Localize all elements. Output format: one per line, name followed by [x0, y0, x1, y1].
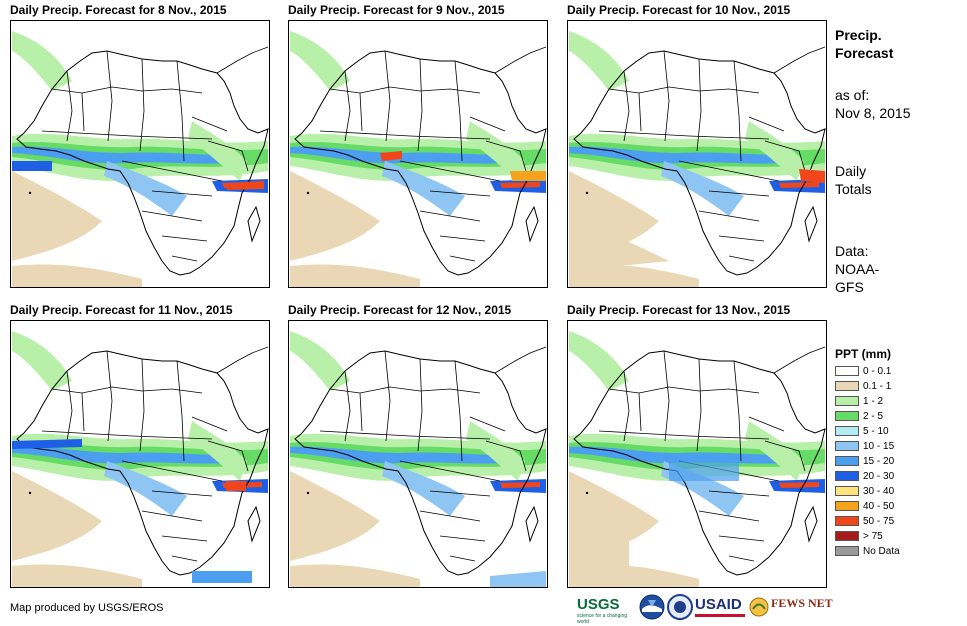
legend-label: 0 - 0.1 — [863, 366, 892, 377]
legend-label: 30 - 40 — [863, 486, 895, 497]
legend-swatch — [835, 531, 859, 541]
legend-label: No Data — [863, 546, 900, 557]
as-of-date: as of: Nov 8, 2015 — [835, 86, 911, 122]
usgs-logo: USGS science for a changing world — [577, 594, 637, 625]
fewsnet-logo: FEWS NET — [749, 594, 833, 622]
precip-map — [567, 320, 827, 588]
legend-item: 30 - 40 — [835, 484, 960, 499]
legend-item: 40 - 50 — [835, 499, 960, 514]
panel-title: Daily Precip. Forecast for 9 Nov., 2015 — [288, 3, 505, 17]
legend-swatch — [835, 501, 859, 511]
precip-map — [288, 20, 548, 288]
legend-label: 1 - 2 — [863, 396, 884, 407]
legend-swatch — [835, 486, 859, 496]
dos-seal — [667, 594, 693, 622]
usaid-logo: USAID — [695, 594, 747, 622]
legend-label: 15 - 20 — [863, 456, 895, 467]
legend-item: 2 - 5 — [835, 409, 960, 424]
map-credit: Map produced by USGS/EROS — [10, 602, 164, 614]
fewsnet-logo-text: FEWS NET — [771, 596, 833, 610]
panel-title: Daily Precip. Forecast for 10 Nov., 2015 — [567, 3, 791, 17]
legend-item: 20 - 30 — [835, 469, 960, 484]
data-source-line3: GFS — [835, 279, 864, 295]
ppt-legend: PPT (mm) 0 - 0.1 0.1 - 1 1 - 2 2 - 5 5 - 10 1… — [835, 346, 960, 559]
legend-swatch — [835, 426, 859, 436]
legend-title: PPT (mm) — [835, 347, 892, 361]
legend-item: 1 - 2 — [835, 394, 960, 409]
precip-map — [10, 320, 270, 588]
legend-swatch — [835, 411, 859, 421]
as-of-label: as of: — [835, 87, 870, 103]
legend-label: 0.1 - 1 — [863, 381, 892, 392]
legend-item: 5 - 10 — [835, 424, 960, 439]
precip-map — [288, 320, 548, 588]
legend-item: 0.1 - 1 — [835, 379, 960, 394]
legend-label: 5 - 10 — [863, 426, 889, 437]
side-title-line1: Precip. — [835, 27, 882, 43]
legend-swatch — [835, 441, 859, 451]
agency-logos: USGS science for a changing world USAID … — [577, 594, 833, 625]
legend-swatch — [835, 471, 859, 481]
daily-totals: Daily Totals — [835, 162, 872, 198]
legend-item: No Data — [835, 544, 960, 559]
legend-item: 0 - 0.1 — [835, 364, 960, 379]
legend-label: 20 - 30 — [863, 471, 895, 482]
legend-label: 40 - 50 — [863, 501, 895, 512]
side-title: Precip. Forecast — [835, 26, 893, 62]
legend-label: 10 - 15 — [863, 441, 895, 452]
legend-swatch — [835, 516, 859, 526]
legend-swatch — [835, 456, 859, 466]
data-source-line2: NOAA- — [835, 261, 880, 277]
legend-item: 10 - 15 — [835, 439, 960, 454]
legend-label: 50 - 75 — [863, 516, 895, 527]
legend-swatch — [835, 381, 859, 391]
panel-title: Daily Precip. Forecast for 8 Nov., 2015 — [10, 3, 227, 17]
legend-item: 15 - 20 — [835, 454, 960, 469]
legend-item: > 75 — [835, 529, 960, 544]
as-of-value: Nov 8, 2015 — [835, 105, 911, 121]
data-source-line1: Data: — [835, 243, 869, 259]
side-title-line2: Forecast — [835, 45, 894, 61]
legend-label: 2 - 5 — [863, 411, 884, 422]
usaid-logo-text: USAID — [695, 596, 742, 613]
panel-title: Daily Precip. Forecast for 11 Nov., 2015 — [10, 303, 233, 317]
data-source: Data: NOAA- GFS — [835, 242, 879, 296]
legend-swatch — [835, 546, 859, 556]
precip-map — [567, 20, 827, 288]
panel-title: Daily Precip. Forecast for 12 Nov., 2015 — [288, 303, 512, 317]
daily-totals-line2: Totals — [835, 181, 872, 197]
usgs-logo-text: USGS — [577, 596, 620, 613]
legend-swatch — [835, 366, 859, 376]
legend-swatch — [835, 396, 859, 406]
noaa-logo — [639, 594, 665, 622]
usgs-tagline: science for a changing world — [577, 613, 628, 625]
precip-map — [10, 20, 270, 288]
legend-item: 50 - 75 — [835, 514, 960, 529]
legend-label: > 75 — [863, 531, 883, 542]
panel-title: Daily Precip. Forecast for 13 Nov., 2015 — [567, 303, 791, 317]
daily-totals-line1: Daily — [835, 163, 867, 179]
